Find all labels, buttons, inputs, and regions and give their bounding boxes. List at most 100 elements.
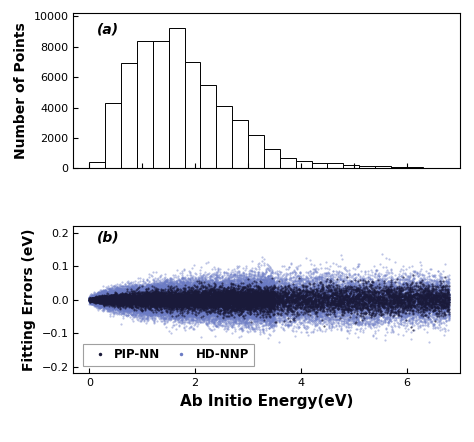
Point: [249, 302, 256, 309]
Point: [101, 300, 109, 307]
Point: [183, 295, 191, 302]
Point: [129, 294, 137, 301]
Point: [221, 323, 229, 330]
Point: [137, 297, 145, 304]
Point: [181, 284, 189, 291]
Point: [360, 279, 368, 286]
Point: [144, 286, 152, 293]
Point: [182, 291, 189, 298]
Point: [429, 295, 437, 302]
Point: [299, 301, 306, 308]
Point: [324, 304, 331, 311]
Point: [305, 297, 312, 305]
Point: [279, 291, 286, 298]
Point: [260, 297, 268, 304]
Point: [264, 281, 272, 288]
Point: [148, 297, 155, 305]
Point: [283, 293, 291, 300]
Point: [235, 319, 243, 326]
Point: [207, 308, 214, 315]
Point: [184, 289, 192, 296]
Point: [207, 308, 214, 315]
Point: [95, 303, 103, 310]
Point: [230, 280, 238, 287]
Point: [253, 300, 261, 307]
Point: [218, 302, 225, 309]
Point: [278, 302, 286, 309]
Point: [151, 298, 159, 305]
Point: [118, 297, 125, 304]
Point: [115, 299, 123, 306]
Point: [94, 295, 101, 302]
Point: [137, 291, 145, 298]
Point: [211, 297, 219, 305]
Point: [384, 302, 392, 309]
Point: [187, 289, 194, 296]
Point: [87, 296, 95, 303]
Point: [230, 312, 238, 319]
Point: [330, 297, 338, 304]
Point: [149, 294, 156, 301]
Point: [195, 299, 203, 306]
Point: [137, 307, 145, 314]
Point: [272, 293, 279, 301]
Point: [169, 281, 176, 288]
Point: [191, 288, 199, 295]
Point: [163, 290, 171, 297]
Point: [255, 295, 262, 302]
Point: [159, 297, 166, 304]
Point: [399, 298, 407, 305]
Point: [178, 297, 185, 304]
Point: [169, 286, 177, 293]
Point: [428, 289, 436, 296]
Point: [173, 297, 180, 305]
Point: [123, 293, 131, 300]
Point: [331, 312, 339, 320]
Point: [173, 298, 180, 305]
Point: [279, 304, 286, 311]
Point: [132, 289, 139, 296]
Point: [181, 309, 189, 316]
Point: [328, 301, 336, 308]
Point: [435, 293, 443, 300]
Point: [234, 305, 241, 312]
Point: [334, 319, 342, 326]
Point: [147, 299, 155, 306]
Point: [247, 295, 255, 302]
Point: [160, 294, 168, 301]
Point: [122, 301, 130, 309]
Point: [367, 320, 375, 327]
Point: [159, 304, 167, 311]
Point: [304, 284, 311, 291]
Point: [94, 298, 102, 305]
Point: [106, 298, 113, 305]
Point: [232, 298, 239, 305]
Point: [113, 298, 120, 305]
Point: [233, 291, 240, 298]
Point: [262, 297, 270, 304]
Point: [142, 293, 149, 300]
Point: [180, 284, 187, 291]
Point: [172, 303, 179, 310]
Point: [180, 286, 188, 293]
Point: [172, 284, 180, 291]
Point: [152, 290, 160, 297]
Point: [269, 287, 277, 294]
Point: [195, 303, 202, 310]
Point: [264, 281, 271, 288]
Point: [350, 316, 358, 323]
Point: [300, 310, 307, 317]
Point: [156, 292, 164, 299]
Point: [337, 252, 345, 259]
Point: [286, 298, 294, 305]
Point: [196, 294, 204, 301]
Point: [221, 301, 228, 308]
Point: [121, 304, 129, 311]
Point: [126, 305, 134, 312]
Point: [198, 298, 206, 305]
Point: [152, 311, 160, 318]
Point: [146, 306, 154, 313]
Point: [87, 297, 95, 305]
Point: [293, 301, 301, 309]
Point: [256, 327, 264, 334]
